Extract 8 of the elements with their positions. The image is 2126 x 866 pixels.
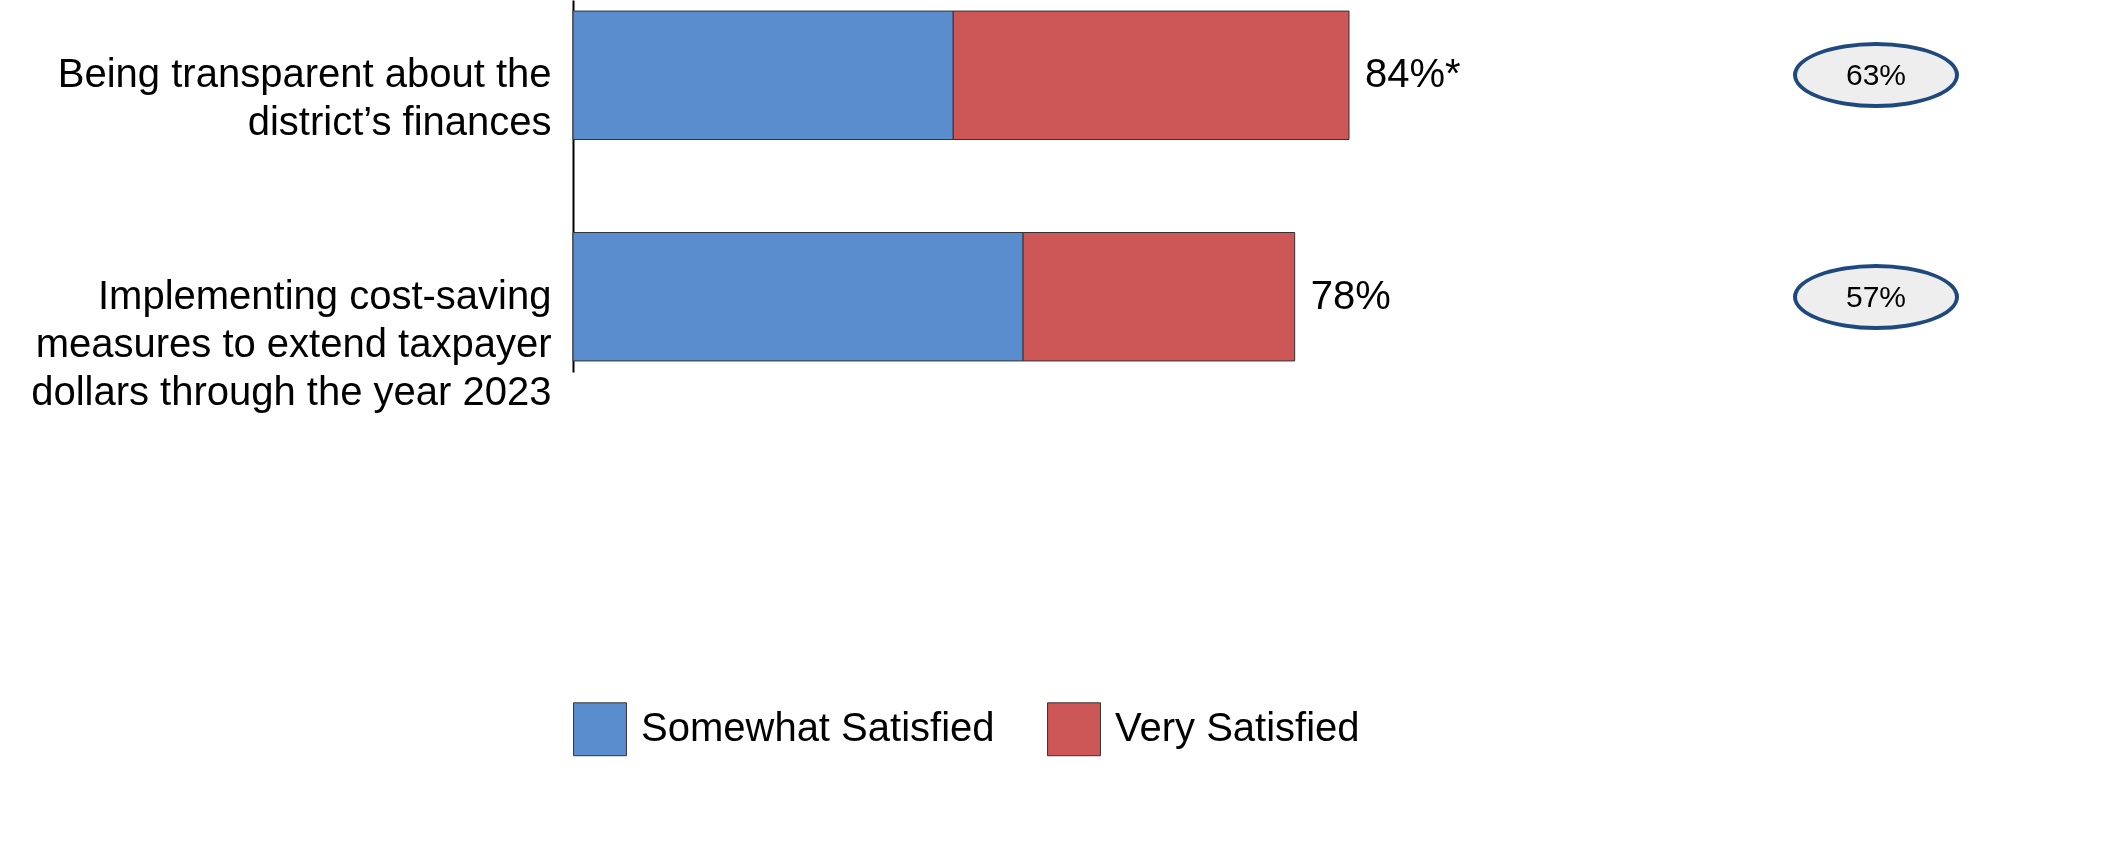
- legend-label: Somewhat Satisfied: [641, 705, 995, 750]
- y-tick-label: Implementing cost-saving measures to extend taxpayer dollars through the year 2023: [31, 272, 552, 413]
- oval-outline: 57%: [1793, 263, 1959, 330]
- legend-label: Very Satisfied: [1115, 705, 1360, 750]
- y-tick-label: Being transparent about the district’s finances: [57, 51, 552, 144]
- annotation: 84%*: [1365, 51, 1461, 96]
- oval-outline: 63%: [1793, 42, 1959, 109]
- annotation: 78%: [1310, 272, 1391, 317]
